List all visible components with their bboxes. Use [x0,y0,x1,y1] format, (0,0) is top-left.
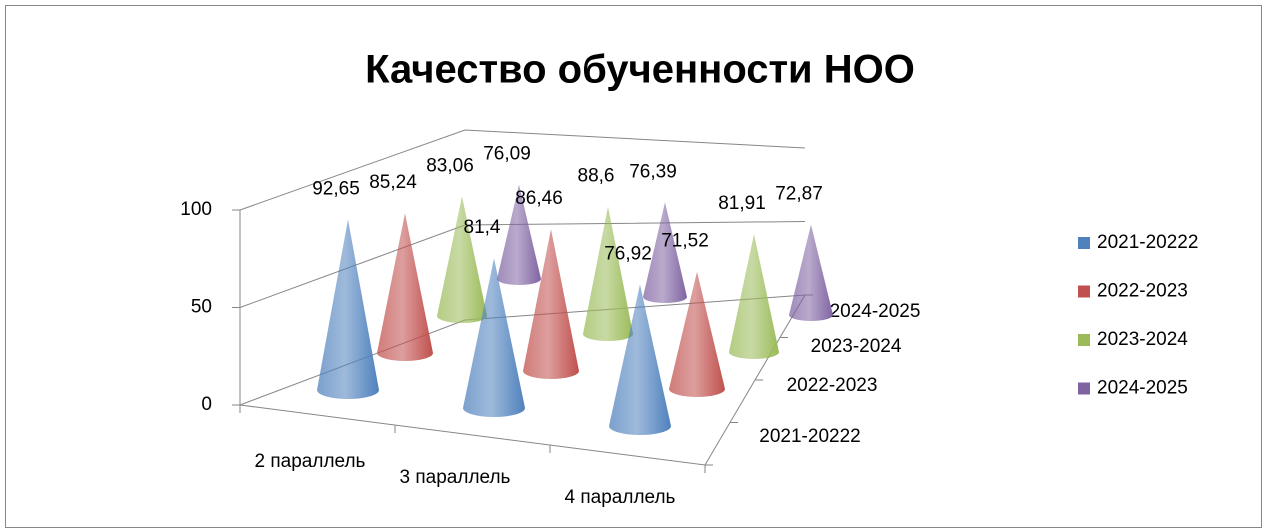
data-label: 85,24 [369,172,417,193]
cone [789,224,833,321]
cone [609,284,671,435]
x-tick-label: 2 параллель [255,451,366,472]
data-label: 83,06 [426,155,474,176]
depth-tick-label: 2024-2025 [830,301,921,322]
data-label: 76,09 [483,144,531,165]
legend-label: 2022-2023 [1097,281,1188,302]
depth-tick-label: 2021-20222 [759,426,860,447]
grid-line [239,129,806,211]
legend-label: 2021-20222 [1097,232,1198,253]
legend-swatch [1078,237,1090,249]
depth-tick-label: 2023-2024 [811,336,902,357]
legend-swatch [1078,285,1090,298]
cone [729,234,779,359]
cone [463,258,525,417]
legend-swatch [1078,382,1090,395]
data-label: 81,4 [464,217,501,238]
data-label: 71,52 [661,231,709,252]
data-label: 76,39 [629,161,677,182]
y-tick-label: 100 [180,199,212,220]
x-tick-label: 4 параллель [565,487,676,508]
data-label: 92,65 [312,179,360,200]
data-label: 86,46 [515,188,563,209]
cone [583,206,633,341]
cone [643,202,687,303]
cone [377,213,433,361]
legend-label: 2024-2025 [1097,378,1188,399]
data-label: 81,91 [718,193,766,214]
cone [523,229,579,379]
y-tick-label: 50 [191,297,212,318]
cone [669,271,725,397]
legend-label: 2023-2024 [1097,329,1188,350]
cone [317,219,379,399]
depth-tick-label: 2022-2023 [787,375,878,396]
data-label: 72,87 [775,184,823,205]
chart-title: Качество обученности НОО [365,48,915,92]
cone [497,184,541,285]
y-tick-label: 0 [201,394,212,415]
cone [437,196,487,323]
x-tick-label: 3 параллель [400,467,511,488]
data-label: 76,92 [604,243,652,264]
chart-frame [5,5,1262,528]
legend-swatch [1078,334,1090,346]
data-label: 88,6 [578,165,615,186]
